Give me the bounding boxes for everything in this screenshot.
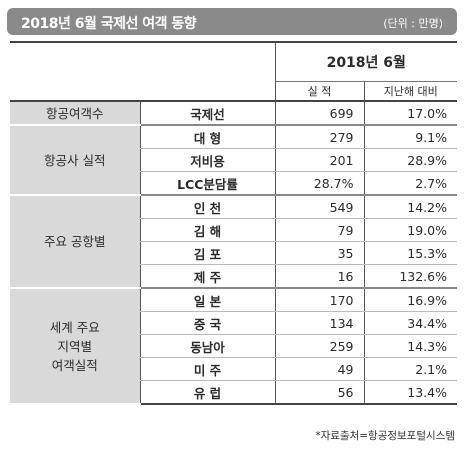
row-yoy: 2.7% [363, 171, 457, 196]
row-name: 유 럽 [139, 380, 275, 405]
table-row: 동남아 259 14.3% [10, 334, 457, 358]
header-blank-2 [10, 81, 275, 102]
row-actual: 35 [274, 241, 364, 265]
row-name: 중 국 [139, 311, 275, 335]
row-yoy: 2.1% [363, 357, 457, 381]
unit-label: (단위 : 만명) [383, 17, 443, 30]
row-name: 동남아 [139, 334, 275, 358]
row-name: 김 해 [139, 218, 275, 242]
row-name: 일 본 [139, 288, 275, 312]
row-name: 김 포 [139, 241, 275, 265]
row-name: 미 주 [139, 357, 275, 381]
row-yoy: 9.1% [363, 125, 457, 149]
row-name: 인 천 [139, 195, 275, 219]
row-actual: 201 [274, 148, 364, 172]
group-label: 항공여객수 [10, 101, 140, 126]
row-name: 제 주 [139, 264, 275, 289]
row-actual: 259 [274, 334, 364, 358]
header-blank [10, 41, 275, 82]
row-name: 국제선 [139, 101, 275, 126]
row-actual: 49 [274, 357, 364, 381]
row-actual: 279 [274, 125, 364, 149]
title-bar: 2018년 6월 국제선 여객 동향 (단위 : 만명) [7, 8, 457, 35]
stats-table: 2018년 6월 실 적 지난해 대비 항공여객수 국제선 699 17.0% … [10, 41, 457, 405]
table-row: 세계 주요 지역별 여객실적 일 본 170 16.9% [10, 288, 457, 405]
header-row-period: 2018년 6월 [10, 41, 457, 82]
table-row: 제 주 16 132.6% [10, 264, 457, 289]
col-header-actual: 실 적 [274, 81, 364, 102]
row-name: LCC분담률 [139, 171, 275, 196]
table-row: 중 국 134 34.4% [10, 311, 457, 335]
row-name: 대 형 [139, 125, 275, 149]
row-actual: 170 [274, 288, 364, 312]
row-actual: 79 [274, 218, 364, 242]
row-yoy: 19.0% [363, 218, 457, 242]
table-row: LCC분담률 28.7% 2.7% [10, 171, 457, 196]
row-actual: 56 [274, 380, 364, 405]
period-header: 2018년 6월 [274, 41, 457, 82]
group-label: 주요 공항별 [10, 195, 140, 289]
table-row: 저비용 201 28.9% [10, 148, 457, 172]
row-actual: 16 [274, 264, 364, 289]
page-title: 2018년 6월 국제선 여객 동향 [21, 16, 197, 32]
row-yoy: 14.2% [363, 195, 457, 219]
col-header-yoy: 지난해 대비 [363, 81, 457, 102]
table-row: 김 해 79 19.0% [10, 218, 457, 242]
row-actual: 28.7% [274, 171, 364, 196]
row-yoy: 14.3% [363, 334, 457, 358]
row-yoy: 16.9% [363, 288, 457, 312]
table-row: 항공여객수 국제선 699 17.0% [10, 101, 457, 126]
row-actual: 699 [274, 101, 364, 126]
header-row-cols: 실 적 지난해 대비 [10, 81, 457, 102]
table-row: 주요 공항별 인 천 549 14.2% [10, 195, 457, 289]
row-actual: 134 [274, 311, 364, 335]
table-row: 미 주 49 2.1% [10, 357, 457, 381]
row-yoy: 132.6% [363, 264, 457, 289]
row-actual: 549 [274, 195, 364, 219]
row-yoy: 28.9% [363, 148, 457, 172]
table-row: 항공사 실적 대 형 279 9.1% [10, 125, 457, 196]
table-row: 김 포 35 15.3% [10, 241, 457, 265]
table-row: 유 럽 56 13.4% [10, 380, 457, 405]
group-label: 항공사 실적 [10, 125, 140, 196]
row-yoy: 17.0% [363, 101, 457, 126]
group-label: 세계 주요 지역별 여객실적 [10, 288, 140, 405]
row-yoy: 15.3% [363, 241, 457, 265]
row-name: 저비용 [139, 148, 275, 172]
source-note: *자료출처=항공정보포털시스템 [315, 430, 455, 442]
row-yoy: 13.4% [363, 380, 457, 405]
row-yoy: 34.4% [363, 311, 457, 335]
